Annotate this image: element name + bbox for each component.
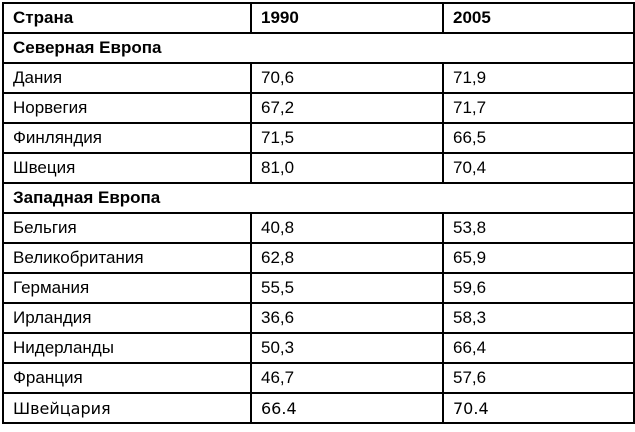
value-1990-cell: 46,7 (250, 362, 444, 394)
value-1990-cell: 70,6 (250, 62, 444, 94)
value-1990-cell: 50,3 (250, 332, 444, 364)
value-2005-cell: 59,6 (442, 272, 635, 304)
country-cell: Финляндия (2, 122, 252, 154)
section-row-northern-europe: Северная Европа (2, 32, 635, 64)
country-cell: Швеция (2, 152, 252, 184)
value-2005-cell: 58,3 (442, 302, 635, 334)
value-2005-cell: 70,4 (442, 152, 635, 184)
table-row-ireland: Ирландия 36,6 58,3 (2, 302, 635, 334)
value-2005-cell: 70.4 (442, 392, 635, 424)
column-header-country: Страна (2, 2, 252, 34)
value-2005-cell: 57,6 (442, 362, 635, 394)
country-data-table: Страна 1990 2005 Северная Европа Дания 7… (2, 2, 635, 424)
country-cell: Швейцария (2, 392, 252, 424)
country-cell: Дания (2, 62, 252, 94)
value-1990-cell: 66.4 (250, 392, 444, 424)
column-header-1990: 1990 (250, 2, 444, 34)
section-row-western-europe: Западная Европа (2, 182, 635, 214)
value-2005-cell: 71,7 (442, 92, 635, 124)
table-row-uk: Великобритания 62,8 65,9 (2, 242, 635, 274)
value-1990-cell: 62,8 (250, 242, 444, 274)
country-cell: Бельгия (2, 212, 252, 244)
table-row-france: Франция 46,7 57,6 (2, 362, 635, 394)
table-row-finland: Финляндия 71,5 66,5 (2, 122, 635, 154)
value-2005-cell: 66,5 (442, 122, 635, 154)
value-1990-cell: 71,5 (250, 122, 444, 154)
table-header-row: Страна 1990 2005 (2, 2, 635, 34)
value-2005-cell: 65,9 (442, 242, 635, 274)
value-1990-cell: 55,5 (250, 272, 444, 304)
section-title-western-europe: Западная Европа (2, 182, 635, 214)
value-2005-cell: 53,8 (442, 212, 635, 244)
value-2005-cell: 71,9 (442, 62, 635, 94)
country-cell: Нидерланды (2, 332, 252, 364)
table-row-denmark: Дания 70,6 71,9 (2, 62, 635, 94)
table-row-germany: Германия 55,5 59,6 (2, 272, 635, 304)
country-cell: Великобритания (2, 242, 252, 274)
table-row-netherlands: Нидерланды 50,3 66,4 (2, 332, 635, 364)
country-cell: Ирландия (2, 302, 252, 334)
country-cell: Франция (2, 362, 252, 394)
column-header-2005: 2005 (442, 2, 635, 34)
country-cell: Германия (2, 272, 252, 304)
value-1990-cell: 36,6 (250, 302, 444, 334)
table-row-switzerland: Швейцария 66.4 70.4 (2, 392, 635, 424)
value-1990-cell: 81,0 (250, 152, 444, 184)
table-row-norway: Норвегия 67,2 71,7 (2, 92, 635, 124)
value-1990-cell: 67,2 (250, 92, 444, 124)
section-title-northern-europe: Северная Европа (2, 32, 635, 64)
country-cell: Норвегия (2, 92, 252, 124)
table-row-belgium: Бельгия 40,8 53,8 (2, 212, 635, 244)
value-1990-cell: 40,8 (250, 212, 444, 244)
table-row-sweden: Швеция 81,0 70,4 (2, 152, 635, 184)
value-2005-cell: 66,4 (442, 332, 635, 364)
